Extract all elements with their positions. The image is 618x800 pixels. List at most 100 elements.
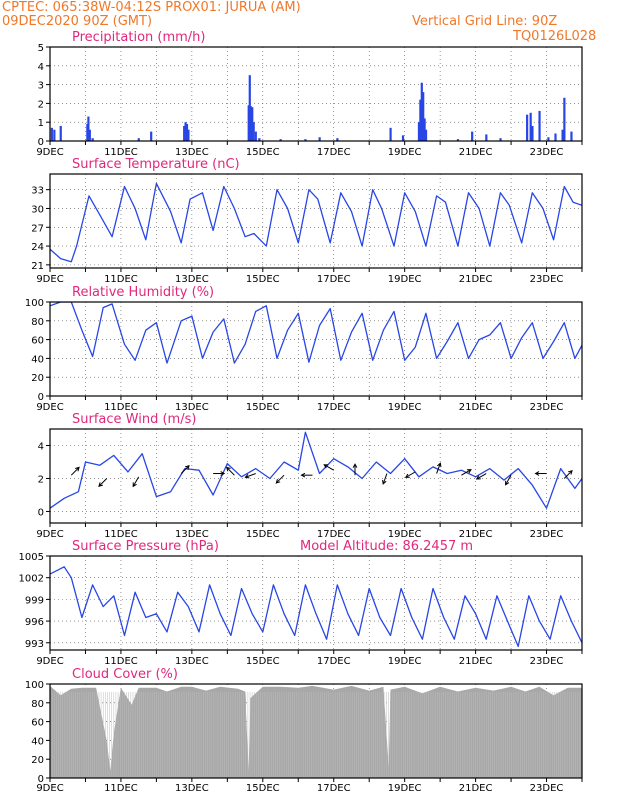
x-tick-label: 23DEC — [530, 529, 564, 540]
wind-arrow-head — [323, 464, 329, 469]
y-tick-label: 20 — [31, 373, 44, 384]
wind-arrow-head — [404, 473, 410, 478]
wind-arrow — [245, 473, 256, 478]
series-line-temp — [50, 182, 582, 263]
x-tick-label: 17DEC — [317, 274, 351, 285]
precip-bar — [59, 125, 62, 141]
wind-arrow-head — [244, 473, 250, 479]
wind-arrow — [226, 467, 235, 476]
x-tick-label: 9DEC — [36, 656, 63, 667]
wind-arrow — [505, 474, 512, 485]
panel-frame-precip — [49, 46, 583, 142]
x-tick-label: 9DEC — [36, 147, 63, 158]
precip-bar — [187, 129, 190, 141]
y-tick-label: 0 — [38, 774, 44, 785]
y-tick-label: 80 — [31, 317, 44, 328]
y-tick-label: 30 — [31, 204, 44, 215]
y-tick-label: 3 — [38, 81, 44, 92]
wind-arrow — [180, 465, 190, 474]
y-tick-label: 40 — [31, 736, 44, 747]
wind-arrow — [70, 467, 80, 476]
precip-bar — [184, 122, 187, 141]
precip-bar — [554, 133, 557, 141]
x-tick-label: 17DEC — [317, 402, 351, 413]
precip-bar — [547, 137, 550, 141]
x-tick-label: 11DEC — [104, 529, 138, 540]
wind-arrow-head — [132, 482, 137, 488]
wind-arrow-head — [475, 475, 481, 480]
wind-arrow-head — [185, 465, 190, 470]
wind-arrow-head — [534, 471, 540, 476]
panel-frame-temp — [49, 173, 583, 269]
x-tick-label: 13DEC — [175, 147, 209, 158]
precip-bar — [423, 118, 426, 141]
y-tick-label: 5 — [38, 43, 44, 54]
x-tick-label: 9DEC — [36, 529, 63, 540]
x-tick-label: 11DEC — [104, 656, 138, 667]
panel-title-cloud: Cloud Cover (%) — [72, 667, 178, 682]
grid-note: Vertical Grid Line: 90Z — [412, 14, 558, 29]
x-tick-label: 21DEC — [459, 147, 493, 158]
precip-bar — [279, 139, 282, 141]
panel-frame-press — [49, 555, 583, 651]
x-tick-label: 23DEC — [530, 274, 564, 285]
y-tick-label: 60 — [31, 336, 44, 347]
precip-bar — [249, 106, 252, 141]
precip-bar — [304, 139, 307, 141]
y-tick-label: 1 — [38, 118, 44, 129]
x-tick-label: 19DEC — [388, 147, 422, 158]
y-tick-label: 999 — [25, 595, 44, 606]
precip-bar — [529, 112, 532, 141]
x-tick-label: 15DEC — [246, 783, 280, 794]
precip-bar — [422, 92, 425, 141]
x-tick-label: 23DEC — [530, 147, 564, 158]
x-tick-label: 15DEC — [246, 402, 280, 413]
y-tick-label: 21 — [31, 261, 44, 272]
precip-bar — [456, 139, 460, 141]
y-tick-label: 40 — [31, 354, 44, 365]
x-tick-label: 15DEC — [246, 147, 280, 158]
wind-arrow — [382, 473, 388, 485]
x-tick-label: 9DEC — [36, 783, 63, 794]
x-tick-label: 17DEC — [317, 783, 351, 794]
precip-bar — [87, 116, 90, 141]
series-line-rh — [50, 302, 582, 364]
x-tick-label: 17DEC — [317, 147, 351, 158]
x-tick-label: 19DEC — [388, 274, 422, 285]
wind-arrow — [476, 473, 487, 480]
run-date: 09DEC2020 90Z (GMT) — [2, 14, 153, 29]
y-tick-label: 993 — [25, 639, 44, 650]
precip-bar — [526, 114, 529, 141]
wind-arrow — [563, 470, 573, 479]
x-tick-label: 17DEC — [317, 656, 351, 667]
precip-bar — [570, 131, 573, 141]
panel-title-precip: Precipitation (mm/h) — [72, 30, 205, 45]
x-tick-label: 19DEC — [388, 402, 422, 413]
wind-arrow — [436, 463, 441, 474]
wind-arrow-head — [568, 469, 573, 475]
x-tick-label: 11DEC — [104, 147, 138, 158]
wind-arrow — [323, 464, 334, 471]
y-tick-label: 1005 — [19, 552, 44, 563]
precip-bar — [252, 122, 255, 141]
x-tick-label: 13DEC — [175, 656, 209, 667]
precip-bar — [389, 127, 392, 141]
precip-bar — [419, 99, 422, 141]
y-tick-label: 80 — [31, 699, 44, 710]
x-tick-label: 19DEC — [388, 783, 422, 794]
precip-bar — [424, 129, 428, 141]
panel-frame-cloud — [49, 683, 583, 779]
precip-bar — [183, 125, 186, 141]
precip-bar — [88, 129, 91, 141]
precip-bar — [336, 138, 339, 141]
precip-bar — [91, 138, 94, 141]
wind-arrow-head — [75, 466, 80, 472]
precip-bar — [318, 137, 321, 141]
y-tick-label: 27 — [31, 223, 44, 234]
precip-bar — [485, 134, 488, 141]
precip-bar — [251, 107, 254, 141]
wind-arrow-head — [225, 466, 231, 472]
y-tick-label: 60 — [31, 718, 44, 729]
x-tick-label: 21DEC — [459, 529, 493, 540]
